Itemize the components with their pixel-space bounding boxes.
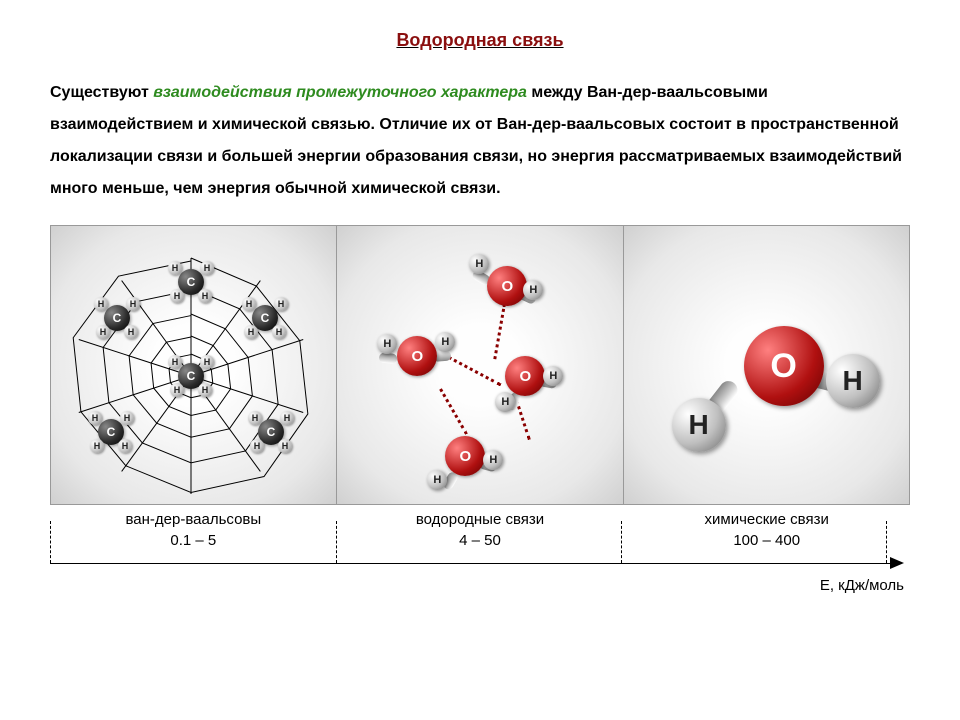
caption-hbond: водородные связи 4 – 50 — [337, 509, 624, 551]
oxygen-atom: O — [744, 326, 824, 406]
caption-chem-range: 100 – 400 — [623, 530, 910, 551]
hydrogen-atom: H — [469, 254, 489, 274]
caption-vdw: ван-дер-ваальсовы 0.1 – 5 — [50, 509, 337, 551]
hydrogen-atom: H — [168, 355, 182, 369]
hydrogen-atom: H — [826, 354, 880, 408]
hydrogen-atom: H — [543, 366, 563, 386]
caption-chem-name: химические связи — [623, 509, 910, 530]
hydrogen-atom: H — [198, 383, 212, 397]
caption-hbond-range: 4 – 50 — [337, 530, 624, 551]
axis-arrow-icon — [890, 557, 904, 569]
oxygen-atom: O — [445, 436, 485, 476]
hydrogen-atom: H — [244, 325, 258, 339]
axis-tick — [336, 521, 337, 563]
para-highlight: взаимодействия промежуточного характера — [153, 84, 527, 101]
panel-chembond: OH H — [624, 226, 909, 504]
oxygen-atom: O — [505, 356, 545, 396]
hydrogen-atom: H — [435, 332, 455, 352]
caption-chem: химические связи 100 – 400 — [623, 509, 910, 551]
hydrogen-atom: H — [250, 439, 264, 453]
page-title: Водородная связь — [50, 30, 910, 51]
hydrogen-atom: H — [280, 411, 294, 425]
hydrogen-atom: H — [672, 398, 726, 452]
hydrogen-atom: H — [170, 383, 184, 397]
caption-hbond-name: водородные связи — [337, 509, 624, 530]
axis-tick — [621, 521, 622, 563]
hydrogen-bond — [440, 388, 469, 435]
diagram-panels: CHHHHCHHHHCHHHHCHHHHCHHHHCHHHH OHHOHHOHH… — [50, 225, 910, 505]
hydrogen-atom: H — [118, 439, 132, 453]
axis-label: E, кДж/моль — [820, 577, 904, 594]
oxygen-atom: O — [397, 336, 437, 376]
hydrogen-atom: H — [198, 289, 212, 303]
bond — [379, 352, 398, 364]
axis-line — [50, 563, 892, 564]
hydrogen-atom: H — [274, 297, 288, 311]
hydrogen-atom: H — [120, 411, 134, 425]
para-pre: Существуют — [50, 84, 153, 101]
panel-vdw: CHHHHCHHHHCHHHHCHHHHCHHHHCHHHH — [51, 226, 337, 504]
hydrogen-bond — [494, 304, 507, 360]
caption-vdw-range: 0.1 – 5 — [50, 530, 337, 551]
hydrogen-atom: H — [278, 439, 292, 453]
panel-hbond: OHHOHHOHHOHH — [337, 226, 623, 504]
caption-vdw-name: ван-дер-ваальсовы — [50, 509, 337, 530]
hydrogen-atom: H — [96, 325, 110, 339]
axis-tick — [50, 521, 51, 563]
hydrogen-atom: H — [248, 411, 262, 425]
hydrogen-atom: H — [483, 450, 503, 470]
intro-paragraph: Существуют взаимодействия промежуточного… — [50, 77, 910, 205]
hydrogen-atom: H — [90, 439, 104, 453]
hydrogen-atom: H — [523, 280, 543, 300]
hydrogen-atom: H — [124, 325, 138, 339]
hydrogen-atom: H — [242, 297, 256, 311]
title-text: Водородная связь — [396, 30, 563, 50]
hydrogen-atom: H — [272, 325, 286, 339]
hydrogen-atom: H — [88, 411, 102, 425]
hydrogen-atom: H — [200, 355, 214, 369]
hydrogen-atom: H — [377, 334, 397, 354]
hydrogen-atom: H — [200, 261, 214, 275]
panel-captions: ван-дер-ваальсовы 0.1 – 5 водородные свя… — [50, 509, 910, 551]
hydrogen-atom: H — [126, 297, 140, 311]
axis-tick — [886, 521, 887, 563]
hydrogen-atom: H — [94, 297, 108, 311]
hydrogen-atom: H — [170, 289, 184, 303]
hydrogen-atom: H — [168, 261, 182, 275]
energy-axis: E, кДж/моль — [50, 559, 910, 609]
